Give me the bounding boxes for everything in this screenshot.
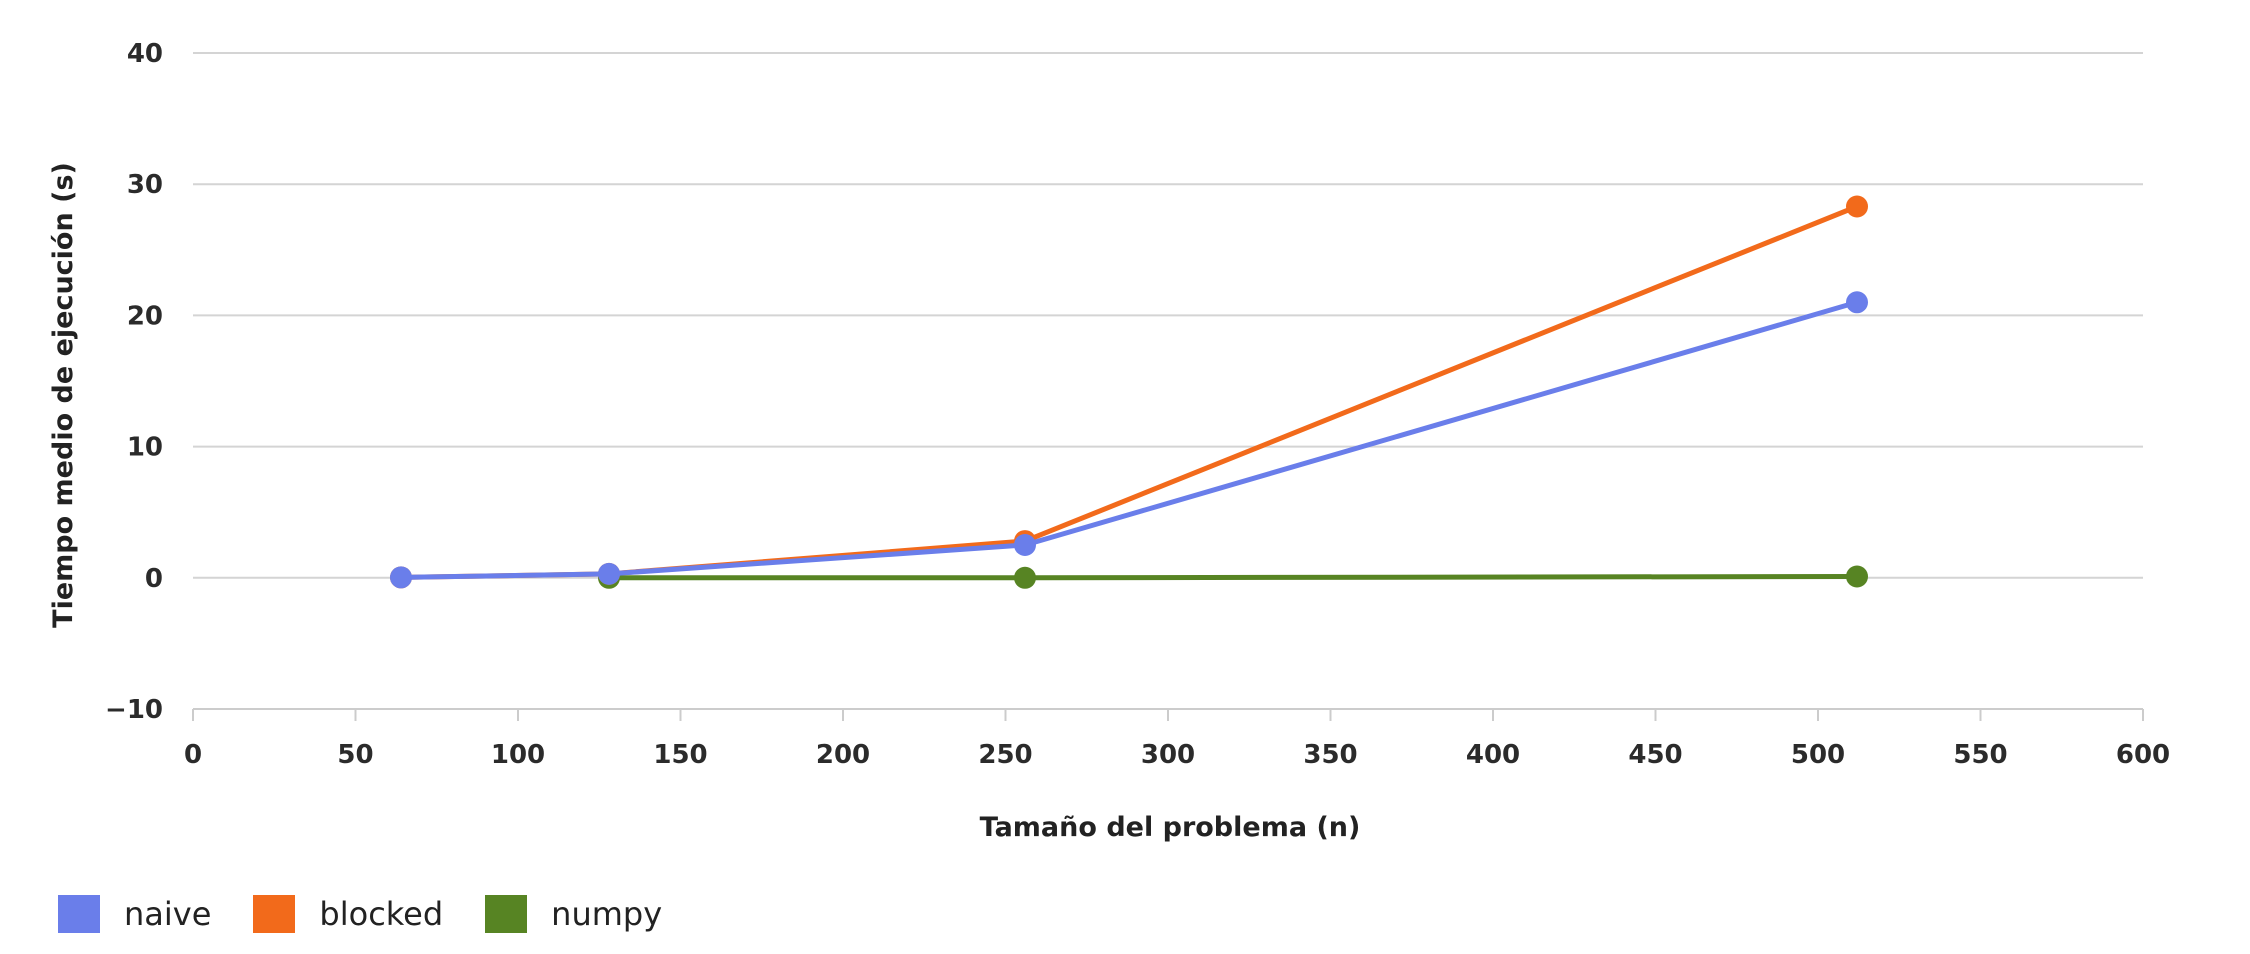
x-tick-label: 200 <box>816 740 870 770</box>
x-tick-label: 250 <box>978 740 1032 770</box>
data-point-naive <box>598 562 620 585</box>
y-tick-label: −10 <box>105 695 163 725</box>
y-axis-title: Tiempo medio de ejecución (s) <box>48 162 79 628</box>
legend-label: blocked <box>319 895 444 933</box>
x-tick-label: 350 <box>1303 740 1357 770</box>
legend-label: naive <box>124 895 212 933</box>
series-naive <box>390 291 1868 589</box>
x-tick-label: 150 <box>653 740 707 770</box>
x-tick-label: 550 <box>1953 740 2007 770</box>
data-point-blocked <box>1846 195 1868 218</box>
legend-item-numpy[interactable]: numpy <box>485 895 662 933</box>
x-tick-label: 0 <box>184 740 202 770</box>
y-tick-label: 20 <box>127 301 163 331</box>
x-tick-label: 600 <box>2116 740 2170 770</box>
series-line-naive <box>400 299 1858 580</box>
legend-swatch <box>58 895 100 933</box>
data-point-numpy <box>1014 566 1036 589</box>
legend-item-naive[interactable]: naive <box>58 895 211 933</box>
series-line-numpy <box>609 573 1858 581</box>
series-numpy <box>598 565 1868 589</box>
series-layer <box>390 195 1868 589</box>
x-tick-label: 500 <box>1791 740 1845 770</box>
legend-label: numpy <box>551 895 663 933</box>
legend-item-blocked[interactable]: blocked <box>253 895 443 933</box>
data-point-numpy <box>1846 565 1868 588</box>
x-axis-title: Tamaño del problema (n) <box>980 812 1361 843</box>
data-point-naive <box>1846 291 1868 314</box>
x-tick-label: 450 <box>1628 740 1682 770</box>
y-tick-label: 30 <box>127 170 163 200</box>
series-blocked <box>390 195 1868 589</box>
x-tick-label: 300 <box>1141 740 1195 770</box>
y-tick-label: 10 <box>127 433 163 463</box>
x-tick-label: 50 <box>337 740 373 770</box>
x-tick-label: 400 <box>1466 740 1520 770</box>
legend-swatch <box>253 895 296 933</box>
x-axis-ticks: 0 50 100 150 200 250 300 350 400 450 500 550 600 <box>184 709 2170 770</box>
legend-swatch <box>485 895 528 933</box>
y-tick-label: 0 <box>145 564 163 594</box>
y-axis-ticks: −10 0 10 20 30 40 <box>105 39 163 725</box>
data-point-naive <box>1014 534 1036 556</box>
line-chart: −10 0 10 20 30 40 0 50 100 150 200 250 300 350 400 450… <box>48 39 2170 843</box>
y-tick-label: 40 <box>127 39 163 69</box>
legend: naive blocked numpy <box>58 895 704 933</box>
x-tick-label: 100 <box>491 740 545 770</box>
series-line-blocked <box>400 204 1858 580</box>
grid-lines <box>193 52 2143 710</box>
data-point-naive <box>390 566 412 589</box>
